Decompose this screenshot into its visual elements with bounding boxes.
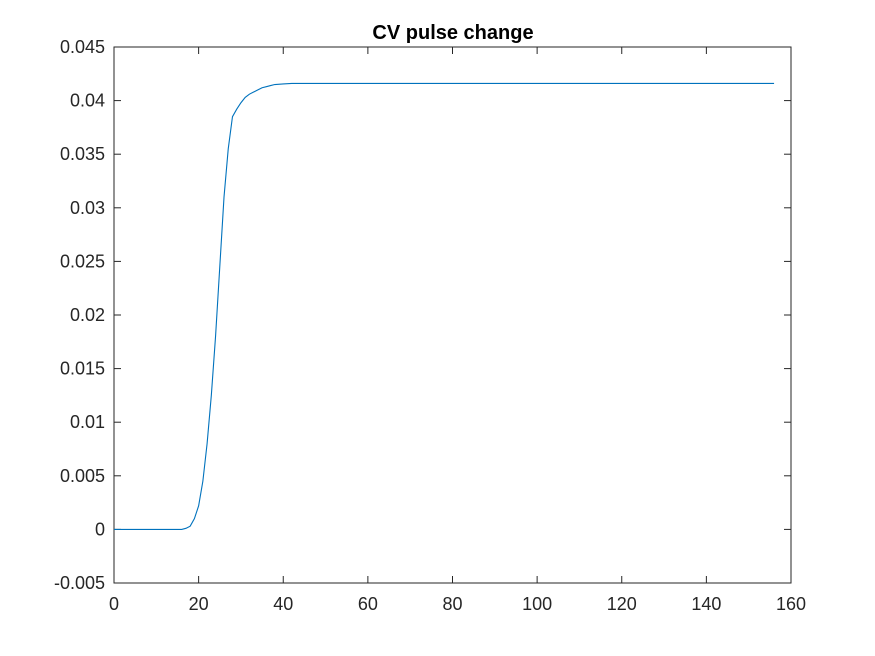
y-tick-label: 0.02 [70,305,105,325]
x-tick-label: 140 [691,594,721,614]
y-tick-label: 0.025 [60,251,105,271]
x-tick-label: 120 [607,594,637,614]
y-tick-label: 0.03 [70,198,105,218]
y-tick-label: 0.005 [60,466,105,486]
x-tick-label: 20 [189,594,209,614]
y-tick-label: 0.01 [70,412,105,432]
y-tick-label: 0 [95,519,105,539]
y-tick-label: 0.015 [60,359,105,379]
y-axis: -0.005 0 0.005 0.01 0.015 0.02 0.025 0.03 0.035 0… [54,37,791,593]
chart-title: CV pulse change [372,22,533,44]
y-tick-label: -0.005 [54,573,105,593]
y-tick-label: 0.045 [60,37,105,57]
x-tick-label: 60 [358,594,378,614]
x-tick-label: 160 [776,594,806,614]
x-tick-label: 100 [522,594,552,614]
plot-area-frame [113,46,792,584]
x-tick-label: 0 [109,594,119,614]
x-tick-label: 80 [442,594,462,614]
y-tick-label: 0.04 [70,91,105,111]
y-tick-label: 0.035 [60,144,105,164]
series-line-0 [114,82,775,530]
series-group [114,82,775,530]
x-tick-label: 40 [273,594,293,614]
x-axis: 0 20 40 60 80 100 120 140 160 [109,47,806,614]
